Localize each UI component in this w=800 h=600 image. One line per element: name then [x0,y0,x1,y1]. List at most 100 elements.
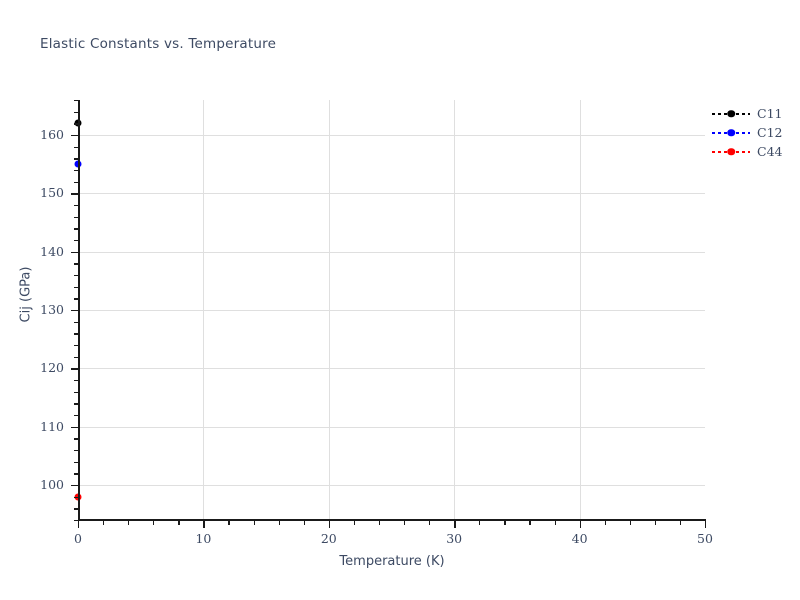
legend-label: C12 [757,125,783,140]
y-axis-tick-label: 150 [40,185,64,201]
y-axis-minor-tick [74,321,78,323]
x-axis-tick [705,521,707,528]
x-axis-tick-label: 30 [446,531,463,546]
legend-dot [727,109,735,118]
x-axis-tick [203,521,205,528]
y-axis-minor-tick [74,415,78,417]
y-axis-minor-tick [74,333,78,335]
y-axis-tick [71,251,78,254]
chart-title: Elastic Constants vs. Temperature [40,36,277,52]
gridline-horizontal [78,485,705,486]
x-axis-minor-tick [554,521,556,525]
x-axis-spine [78,519,706,521]
y-axis-tick [71,485,78,487]
x-axis-minor-tick [178,521,180,525]
y-axis-minor-tick [74,461,78,463]
gridline-vertical [328,100,330,520]
y-axis-tick [71,135,78,137]
x-axis-tick-label: 20 [320,531,337,546]
x-axis-tick-label: 10 [195,531,212,546]
x-axis-minor-tick [654,521,657,525]
y-axis-tick-label: 160 [40,127,64,142]
x-axis-minor-tick [278,521,280,525]
x-axis-minor-tick [253,521,255,525]
y-axis-minor-tick [74,111,78,113]
y-axis-minor-tick [74,275,78,277]
gridline-vertical [579,100,581,520]
gridline-horizontal [78,135,705,136]
x-axis-minor-tick [128,521,130,525]
x-axis-minor-tick [228,521,230,525]
y-axis-minor-tick [74,496,78,498]
y-axis-minor-tick [74,205,78,207]
y-axis-minor-tick [74,228,78,230]
y-axis-minor-tick [74,356,78,358]
y-axis-minor-tick [74,473,78,475]
y-axis-tick-label: 130 [40,302,64,317]
x-axis-minor-tick [529,521,531,525]
y-axis-tick-label: 110 [40,418,64,434]
gridline-vertical [454,100,456,520]
y-axis-minor-tick [74,345,78,347]
legend-item-c44[interactable]: C44 [712,142,798,161]
x-axis-minor-tick [303,521,305,525]
y-axis-minor-tick [74,146,78,148]
x-axis-tick [579,521,581,528]
x-axis-minor-tick [404,521,406,525]
legend-marker-c12-icon [712,127,750,138]
y-axis-minor-tick [74,438,78,440]
y-axis-tick [71,193,78,195]
y-axis-tick-label: 120 [40,360,64,376]
y-axis-minor-tick [74,170,78,172]
legend-label: C44 [757,144,783,159]
x-axis-minor-tick [504,521,506,525]
chart-legend: C11 C12 C44 [712,104,798,161]
y-axis-minor-tick [74,181,78,183]
gridline-horizontal [78,193,705,195]
y-axis-minor-tick [74,520,78,522]
legend-item-c11[interactable]: C11 [712,104,798,123]
x-axis-minor-tick [604,521,606,525]
x-axis-tick-label: 40 [571,531,588,546]
legend-marker-c11-icon [712,108,750,119]
y-axis-label: Cij (GPa) [18,266,34,323]
gridline-horizontal [78,310,705,311]
x-axis-minor-tick [353,521,356,525]
x-axis-tick-label: 0 [74,531,82,546]
y-axis-minor-tick [74,216,78,218]
x-axis-minor-tick [153,521,155,525]
gridline-horizontal [78,426,705,428]
y-axis-minor-tick [74,391,78,393]
legend-dot [727,147,735,156]
x-axis-tick [454,521,456,528]
y-axis-minor-tick [74,158,78,160]
x-axis-tick-label: 50 [697,531,713,546]
y-axis-minor-tick [74,123,78,125]
x-axis-minor-tick [378,521,381,525]
y-axis-minor-tick [74,380,78,382]
y-axis-minor-tick [74,508,78,510]
x-axis-tick [328,521,331,528]
y-axis-tick-label: 140 [40,243,64,259]
legend-item-c12[interactable]: C12 [712,123,798,142]
x-axis-minor-tick [629,521,631,525]
y-axis-minor-tick [74,240,78,242]
gridline-vertical [203,100,205,520]
y-axis-minor-tick [74,298,78,300]
y-axis-minor-tick [74,403,78,405]
y-axis-tick [71,310,78,312]
y-axis-tick [71,426,78,429]
legend-dot [727,128,735,137]
y-axis-minor-tick [74,286,78,288]
y-axis-minor-tick [74,263,78,265]
gridline-horizontal [78,368,705,370]
x-axis-minor-tick [479,521,481,525]
y-axis-spine [78,100,80,520]
x-axis-tick [78,521,80,528]
legend-label: C11 [757,106,783,121]
x-axis-minor-tick [679,521,682,525]
y-axis-minor-tick [74,450,78,452]
x-axis-label: Temperature (K) [339,554,445,569]
legend-marker-c44-icon [712,146,750,157]
